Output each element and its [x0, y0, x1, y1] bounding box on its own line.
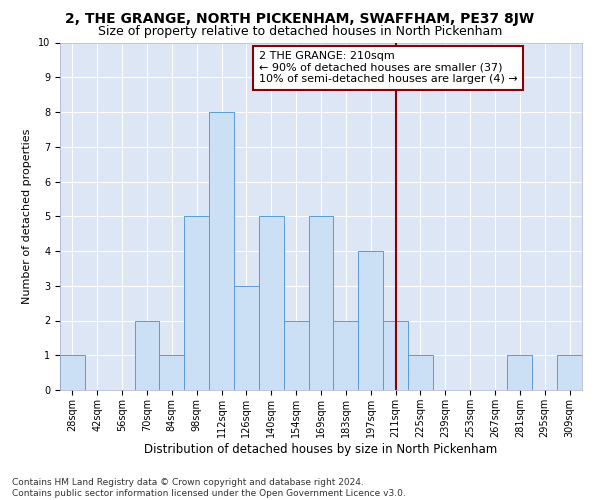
Bar: [383, 320, 408, 390]
Bar: [60, 355, 85, 390]
Bar: [408, 355, 433, 390]
Bar: [334, 320, 358, 390]
Bar: [508, 355, 532, 390]
Bar: [184, 216, 209, 390]
Bar: [259, 216, 284, 390]
Bar: [557, 355, 582, 390]
Text: 2 THE GRANGE: 210sqm
← 90% of detached houses are smaller (37)
10% of semi-detac: 2 THE GRANGE: 210sqm ← 90% of detached h…: [259, 51, 518, 84]
Bar: [209, 112, 234, 390]
Text: 2, THE GRANGE, NORTH PICKENHAM, SWAFFHAM, PE37 8JW: 2, THE GRANGE, NORTH PICKENHAM, SWAFFHAM…: [65, 12, 535, 26]
Text: Contains HM Land Registry data © Crown copyright and database right 2024.
Contai: Contains HM Land Registry data © Crown c…: [12, 478, 406, 498]
Bar: [284, 320, 308, 390]
Bar: [234, 286, 259, 390]
Bar: [160, 355, 184, 390]
Bar: [308, 216, 334, 390]
Bar: [358, 251, 383, 390]
Y-axis label: Number of detached properties: Number of detached properties: [22, 128, 32, 304]
Bar: [134, 320, 160, 390]
Text: Size of property relative to detached houses in North Pickenham: Size of property relative to detached ho…: [98, 25, 502, 38]
X-axis label: Distribution of detached houses by size in North Pickenham: Distribution of detached houses by size …: [145, 442, 497, 456]
